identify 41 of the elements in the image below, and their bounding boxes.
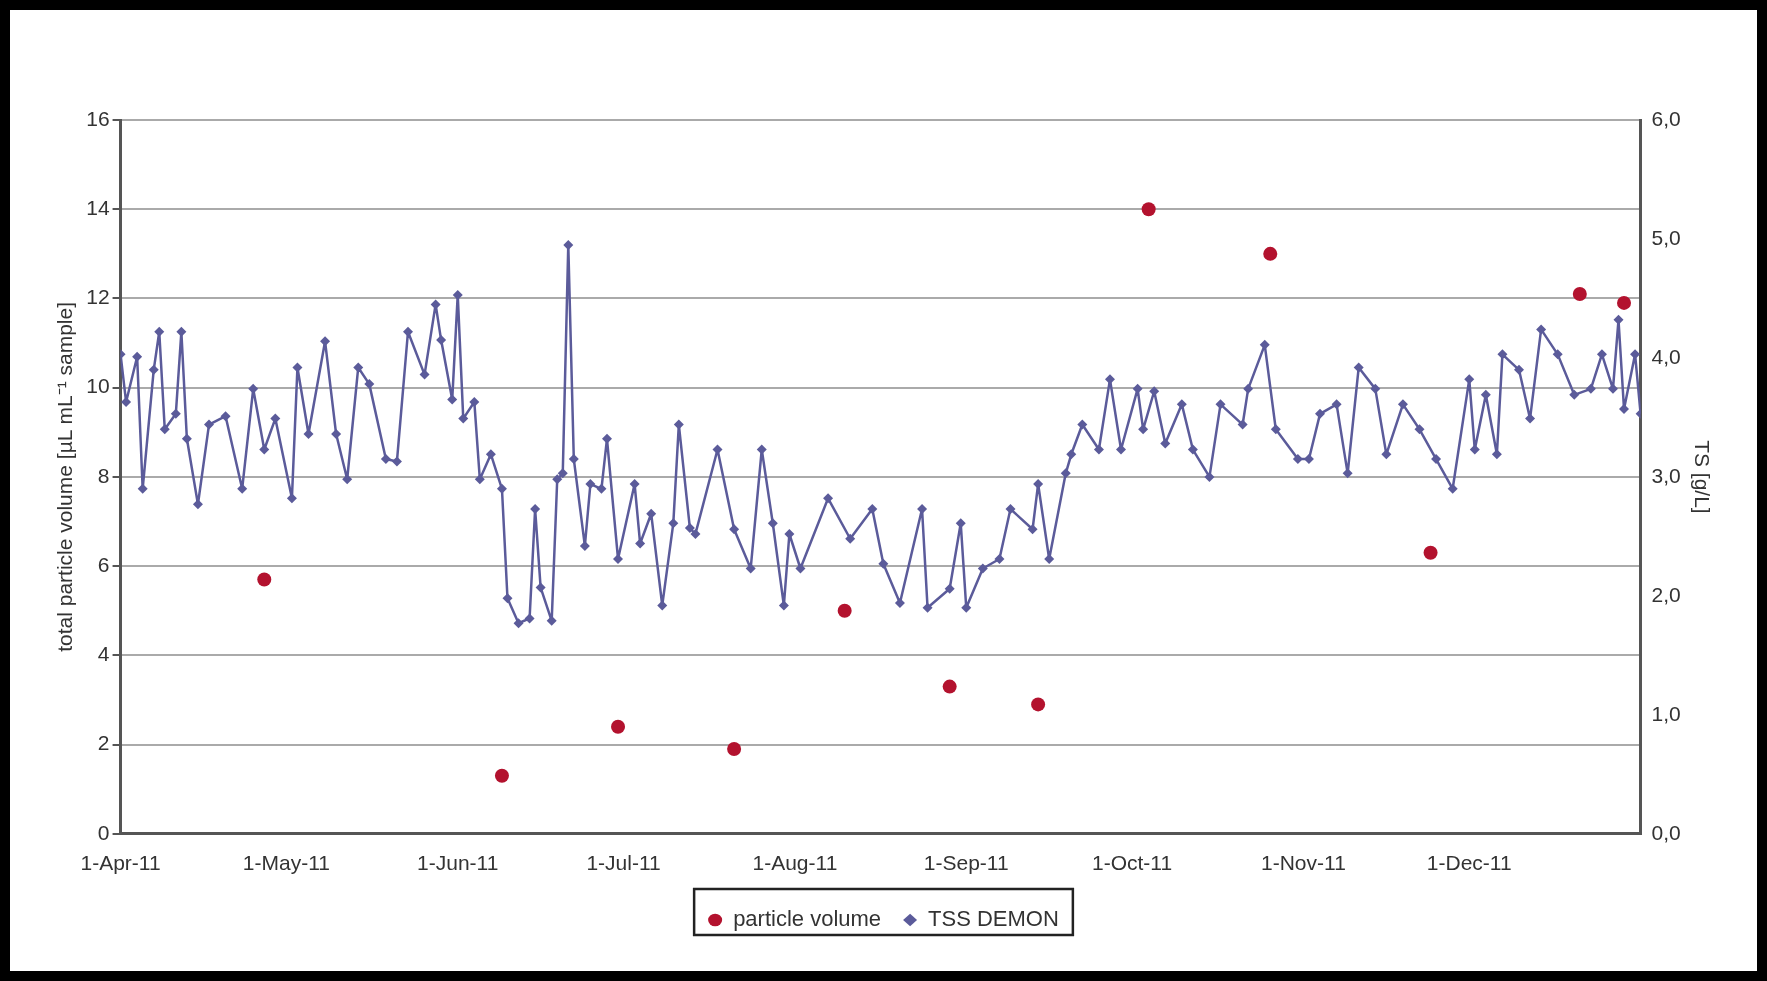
y-tick-label: 8 <box>97 463 110 487</box>
legend-label: particle volume <box>733 906 882 932</box>
y-tick-label: 2 <box>97 731 110 755</box>
x-tick-label: 1-Apr-11 <box>80 851 161 875</box>
point <box>942 679 957 694</box>
point <box>837 603 852 618</box>
y-tick-label: 10 <box>86 374 110 398</box>
point <box>257 572 272 587</box>
y-tick-label: 16 <box>86 106 110 130</box>
x-tick-label: 1-May-11 <box>242 851 330 875</box>
y2-tick-label: 3,0 <box>1651 463 1681 487</box>
point <box>1617 295 1632 310</box>
point <box>727 742 742 757</box>
y2-tick-label: 0,0 <box>1651 820 1681 844</box>
y-tick-label: 6 <box>97 552 110 576</box>
point <box>494 768 509 783</box>
legend-label: TSS DEMON <box>928 906 1059 932</box>
point <box>611 719 626 734</box>
y2-axis-title: TS [g/L] <box>1690 440 1714 514</box>
y-tick-label: 4 <box>97 642 110 666</box>
point <box>1423 545 1438 560</box>
y2-tick-label: 4,0 <box>1651 344 1681 368</box>
point <box>1031 697 1046 712</box>
x-tick-label: 1-Nov-11 <box>1261 851 1346 875</box>
y-tick-label: 0 <box>97 820 110 844</box>
y2-tick-label: 6,0 <box>1651 106 1681 130</box>
y2-tick-label: 5,0 <box>1651 225 1681 249</box>
point <box>1263 246 1278 261</box>
y2-tick-label: 2,0 <box>1651 582 1681 606</box>
y-tick-label: 14 <box>86 196 110 220</box>
y-axis-title: total particle volume [µL mL⁻¹ sample] <box>53 302 77 652</box>
y2-tick-label: 1,0 <box>1651 701 1681 725</box>
x-tick-label: 1-Jun-11 <box>417 851 499 875</box>
x-tick-label: 1-Sep-11 <box>923 851 1009 875</box>
x-tick-label: 1-Jul-11 <box>586 851 661 875</box>
x-tick-label: 1-Oct-11 <box>1092 851 1173 875</box>
y-tick-label: 12 <box>86 285 110 309</box>
point <box>1572 286 1587 301</box>
x-tick-label: 1-Dec-11 <box>1426 851 1512 875</box>
x-tick-label: 1-Aug-11 <box>752 851 838 875</box>
point <box>1141 202 1156 217</box>
